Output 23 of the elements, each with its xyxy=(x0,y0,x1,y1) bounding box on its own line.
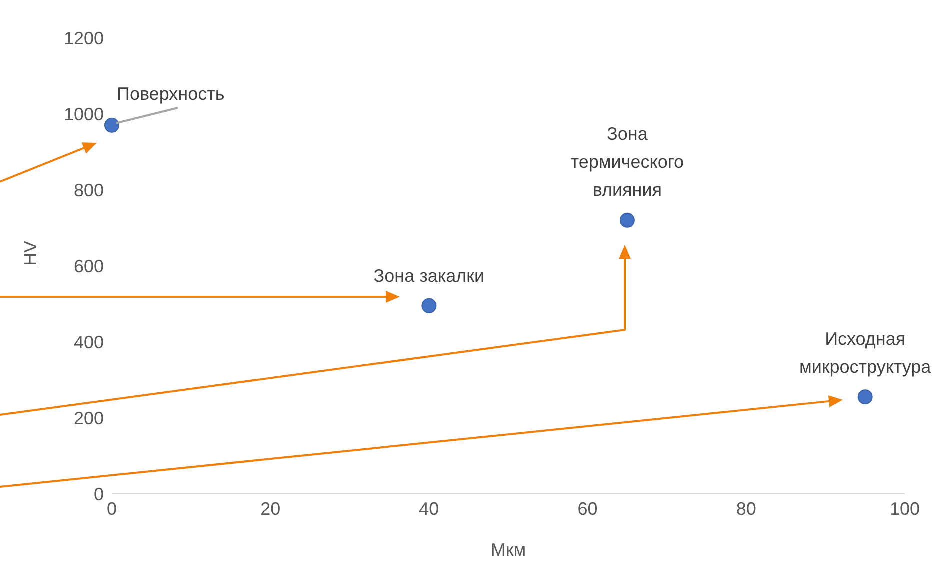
point xyxy=(858,390,873,405)
point xyxy=(422,298,437,314)
y-tick-label: 0 xyxy=(94,484,104,504)
y-tick-label: 600 xyxy=(74,256,104,276)
x-tick-label: 20 xyxy=(260,498,281,519)
x-tick-label: 100 xyxy=(890,498,920,519)
y-tick-label: 1200 xyxy=(64,28,104,48)
y-tick-label: 800 xyxy=(74,180,104,200)
y-tick-label: 200 xyxy=(74,408,104,428)
x-tick-label: 60 xyxy=(578,498,598,519)
annotation: Зона закалки xyxy=(372,264,486,288)
y-axis-title: HV xyxy=(20,240,40,266)
point xyxy=(620,212,635,228)
y-tick-label: 400 xyxy=(74,332,104,352)
x-axis-title: Мкм xyxy=(490,540,526,560)
y-tick-label: 1000 xyxy=(64,104,104,124)
x-tick-label: 40 xyxy=(419,498,440,519)
annotation: Зона термического влияния xyxy=(570,123,686,202)
x-tick-label: 0 xyxy=(106,498,118,519)
x-tick-label: 80 xyxy=(736,498,756,519)
point xyxy=(104,118,120,133)
annotation: Исходная микроструктура xyxy=(798,328,932,380)
annotation: Поверхность xyxy=(117,83,225,106)
